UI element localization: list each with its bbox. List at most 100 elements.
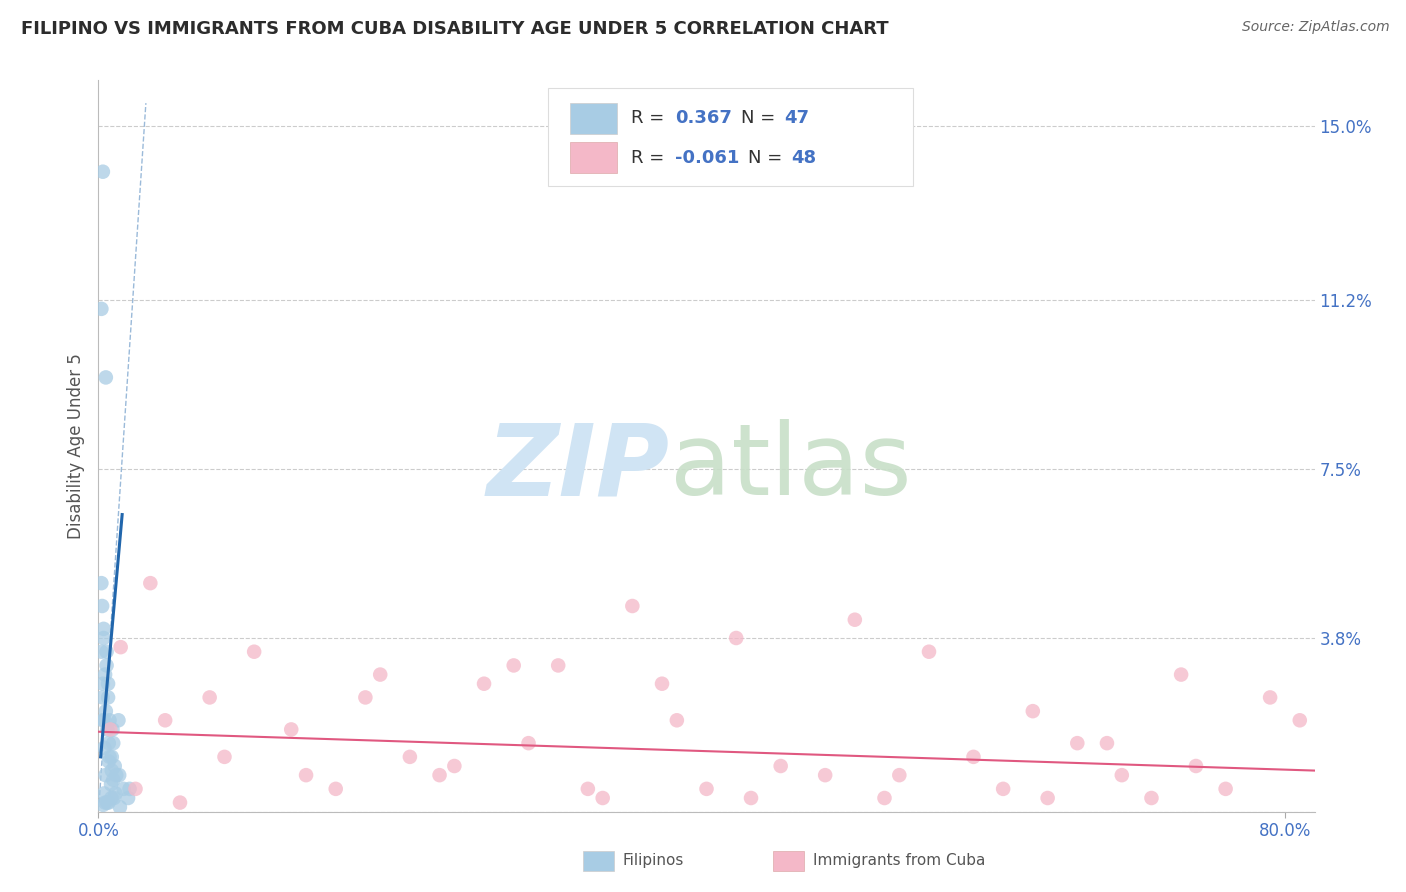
Point — [280, 723, 302, 737]
Point — [517, 736, 540, 750]
Point — [90, 576, 112, 591]
Point — [97, 796, 120, 810]
Point — [214, 749, 236, 764]
Point — [101, 723, 124, 737]
Point — [110, 640, 132, 655]
Point — [90, 645, 112, 659]
Point — [94, 667, 117, 681]
Text: atlas: atlas — [671, 419, 911, 516]
Point — [1066, 736, 1088, 750]
Point — [108, 800, 131, 814]
Point — [108, 768, 131, 782]
Point — [576, 781, 599, 796]
Point — [889, 768, 911, 782]
Text: 0.367: 0.367 — [675, 110, 731, 128]
Point — [91, 714, 114, 728]
Point — [918, 645, 941, 659]
Point — [93, 740, 115, 755]
Point — [94, 704, 117, 718]
Point — [107, 714, 129, 728]
Text: Immigrants from Cuba: Immigrants from Cuba — [813, 854, 986, 868]
Point — [103, 736, 125, 750]
Point — [96, 723, 118, 737]
Point — [105, 768, 128, 782]
Point — [96, 658, 118, 673]
Text: N =: N = — [741, 110, 780, 128]
Point — [97, 690, 120, 705]
Text: -0.061: -0.061 — [675, 149, 740, 167]
Point — [1022, 704, 1045, 718]
Point — [93, 631, 115, 645]
Point — [94, 796, 117, 810]
Point — [93, 714, 115, 728]
Point — [1140, 791, 1163, 805]
Point — [117, 791, 139, 805]
Point — [962, 749, 984, 764]
Point — [295, 768, 318, 782]
Point — [98, 749, 121, 764]
Text: FILIPINO VS IMMIGRANTS FROM CUBA DISABILITY AGE UNDER 5 CORRELATION CHART: FILIPINO VS IMMIGRANTS FROM CUBA DISABIL… — [21, 20, 889, 37]
Point — [1258, 690, 1281, 705]
FancyBboxPatch shape — [571, 103, 616, 134]
Point — [1185, 759, 1208, 773]
Point — [153, 714, 176, 728]
Point — [104, 759, 127, 773]
Text: Filipinos: Filipinos — [623, 854, 685, 868]
Point — [93, 787, 115, 801]
Point — [696, 781, 718, 796]
Point — [1170, 667, 1192, 681]
Point — [502, 658, 524, 673]
Point — [97, 736, 120, 750]
Point — [96, 645, 118, 659]
Point — [94, 370, 117, 384]
Text: R =: R = — [631, 110, 671, 128]
Point — [243, 645, 266, 659]
Point — [100, 764, 122, 778]
Point — [368, 667, 391, 681]
Point — [91, 164, 114, 178]
Text: 47: 47 — [785, 110, 810, 128]
Point — [844, 613, 866, 627]
Point — [103, 772, 125, 787]
Point — [169, 796, 191, 810]
Point — [1215, 781, 1237, 796]
Point — [873, 791, 896, 805]
Point — [991, 781, 1014, 796]
Point — [651, 676, 673, 690]
Point — [100, 791, 122, 805]
Point — [100, 777, 122, 791]
Point — [91, 599, 114, 613]
Point — [91, 797, 114, 812]
Point — [93, 622, 115, 636]
Point — [94, 768, 117, 782]
Text: R =: R = — [631, 149, 671, 167]
Point — [354, 690, 377, 705]
FancyBboxPatch shape — [548, 87, 914, 186]
Y-axis label: Disability Age Under 5: Disability Age Under 5 — [66, 353, 84, 539]
Point — [96, 796, 118, 810]
Point — [429, 768, 451, 782]
Point — [100, 749, 122, 764]
Point — [91, 676, 114, 690]
Point — [1111, 768, 1133, 782]
Point — [112, 781, 135, 796]
Point — [443, 759, 465, 773]
Point — [198, 690, 221, 705]
Point — [104, 787, 127, 801]
Point — [325, 781, 347, 796]
Point — [139, 576, 162, 591]
Point — [399, 749, 422, 764]
Point — [592, 791, 614, 805]
FancyBboxPatch shape — [571, 143, 616, 173]
Text: 48: 48 — [792, 149, 817, 167]
Point — [118, 781, 141, 796]
Text: Source: ZipAtlas.com: Source: ZipAtlas.com — [1241, 20, 1389, 34]
Text: ZIP: ZIP — [486, 419, 671, 516]
Point — [665, 714, 688, 728]
Point — [1095, 736, 1118, 750]
Point — [769, 759, 792, 773]
Point — [103, 791, 125, 805]
Point — [740, 791, 762, 805]
Point — [814, 768, 837, 782]
Point — [90, 301, 112, 316]
